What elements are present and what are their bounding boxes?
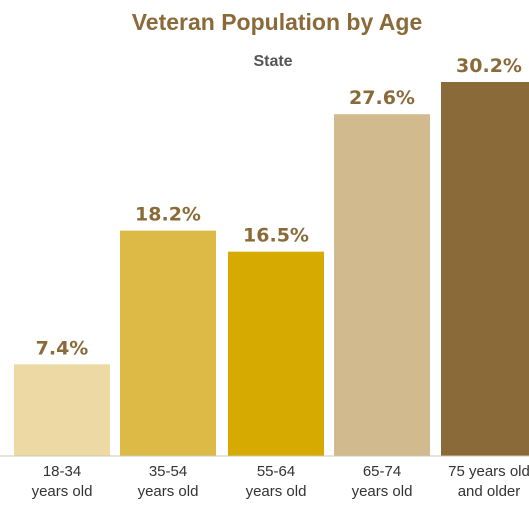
bar-2 bbox=[228, 251, 324, 456]
bar-3 bbox=[334, 114, 430, 457]
category-label-0-0: 18-34 bbox=[43, 463, 81, 480]
value-label-4: 30.2% bbox=[456, 55, 522, 77]
bar-0 bbox=[14, 364, 110, 456]
value-label-3: 27.6% bbox=[349, 87, 415, 109]
chart-subtitle: State bbox=[253, 53, 292, 70]
value-label-0: 7.4% bbox=[36, 337, 89, 359]
chart-title: Veteran Population by Age bbox=[132, 9, 423, 35]
value-label-2: 16.5% bbox=[243, 225, 309, 247]
bar-1 bbox=[120, 230, 216, 456]
value-label-1: 18.2% bbox=[135, 204, 201, 226]
bar-4 bbox=[441, 82, 529, 456]
category-label-1-1: years old bbox=[138, 483, 199, 500]
category-label-3-1: years old bbox=[352, 483, 413, 500]
category-label-4-1: and older bbox=[458, 483, 521, 500]
labels-layer: 7.4% 18-34 years old 18.2% 35-54 years old 16.… bbox=[32, 55, 529, 500]
category-label-2-1: years old bbox=[246, 483, 307, 500]
category-label-3-0: 65-74 bbox=[363, 463, 401, 480]
category-label-4-0: 75 years old bbox=[448, 463, 529, 480]
category-label-2-0: 55-64 bbox=[257, 463, 295, 480]
category-label-1-0: 35-54 bbox=[149, 463, 187, 480]
category-label-0-1: years old bbox=[32, 483, 93, 500]
bars-layer bbox=[14, 82, 529, 457]
